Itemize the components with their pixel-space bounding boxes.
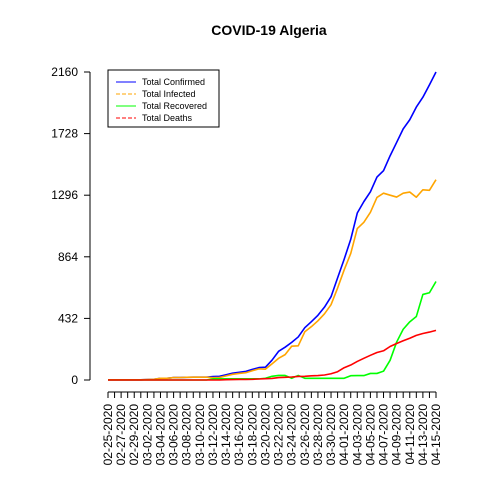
x-tick-label: 02-27-2020 <box>114 404 128 466</box>
x-tick-label: 04-09-2020 <box>390 404 404 466</box>
series-line-total-infected <box>108 179 437 381</box>
x-tick-label: 03-18-2020 <box>245 404 259 466</box>
x-tick-label: 03-24-2020 <box>285 404 299 466</box>
x-tick-label: 04-05-2020 <box>363 404 377 466</box>
x-tick-label: 02-29-2020 <box>127 404 141 466</box>
y-tick-label: 1728 <box>51 127 78 141</box>
y-tick-label: 432 <box>58 311 78 325</box>
x-tick-label: 04-01-2020 <box>337 404 351 466</box>
x-tick-label: 04-13-2020 <box>416 404 430 466</box>
x-tick-label: 02-25-2020 <box>101 404 115 466</box>
series-lines <box>108 71 437 381</box>
x-tick-label: 03-22-2020 <box>272 404 286 466</box>
y-tick-label: 2160 <box>51 65 78 79</box>
legend-entry-label: Total Infected <box>142 89 196 99</box>
x-tick-label: 03-12-2020 <box>206 404 220 466</box>
legend-entry-label: Total Deaths <box>142 113 193 123</box>
x-tick-label: 03-04-2020 <box>153 404 167 466</box>
x-tick-label: 04-15-2020 <box>429 404 443 466</box>
x-tick-label: 03-14-2020 <box>219 404 233 466</box>
series-line-total-recovered <box>108 281 437 381</box>
chart-title: COVID-19 Algeria <box>211 22 327 38</box>
x-tick-label: 03-10-2020 <box>193 404 207 466</box>
x-tick-label: 03-28-2020 <box>311 404 325 466</box>
x-tick-label: 03-20-2020 <box>258 404 272 466</box>
legend-entry-label: Total Confirmed <box>142 77 205 87</box>
legend: Total Confirmed Total Infected Total Recov… <box>107 69 220 128</box>
x-tick-label: 04-11-2020 <box>403 404 417 465</box>
x-tick-label: 03-02-2020 <box>140 404 154 466</box>
x-tick-label: 04-03-2020 <box>350 404 364 466</box>
x-tick-label: 03-06-2020 <box>167 404 181 466</box>
x-tick-label: 03-16-2020 <box>232 404 246 466</box>
y-tick-label: 1296 <box>51 188 78 202</box>
y-tick-label: 864 <box>58 250 78 264</box>
series-line-total-deaths <box>108 329 437 381</box>
y-tick-label: 0 <box>71 373 78 387</box>
x-tick-label: 03-30-2020 <box>324 404 338 466</box>
x-tick-label: 04-07-2020 <box>377 404 391 466</box>
legend-entry-label: Total Recovered <box>142 101 207 111</box>
x-tick-label: 03-26-2020 <box>298 404 312 466</box>
x-tick-label: 03-08-2020 <box>180 404 194 466</box>
legend-box <box>107 69 220 128</box>
